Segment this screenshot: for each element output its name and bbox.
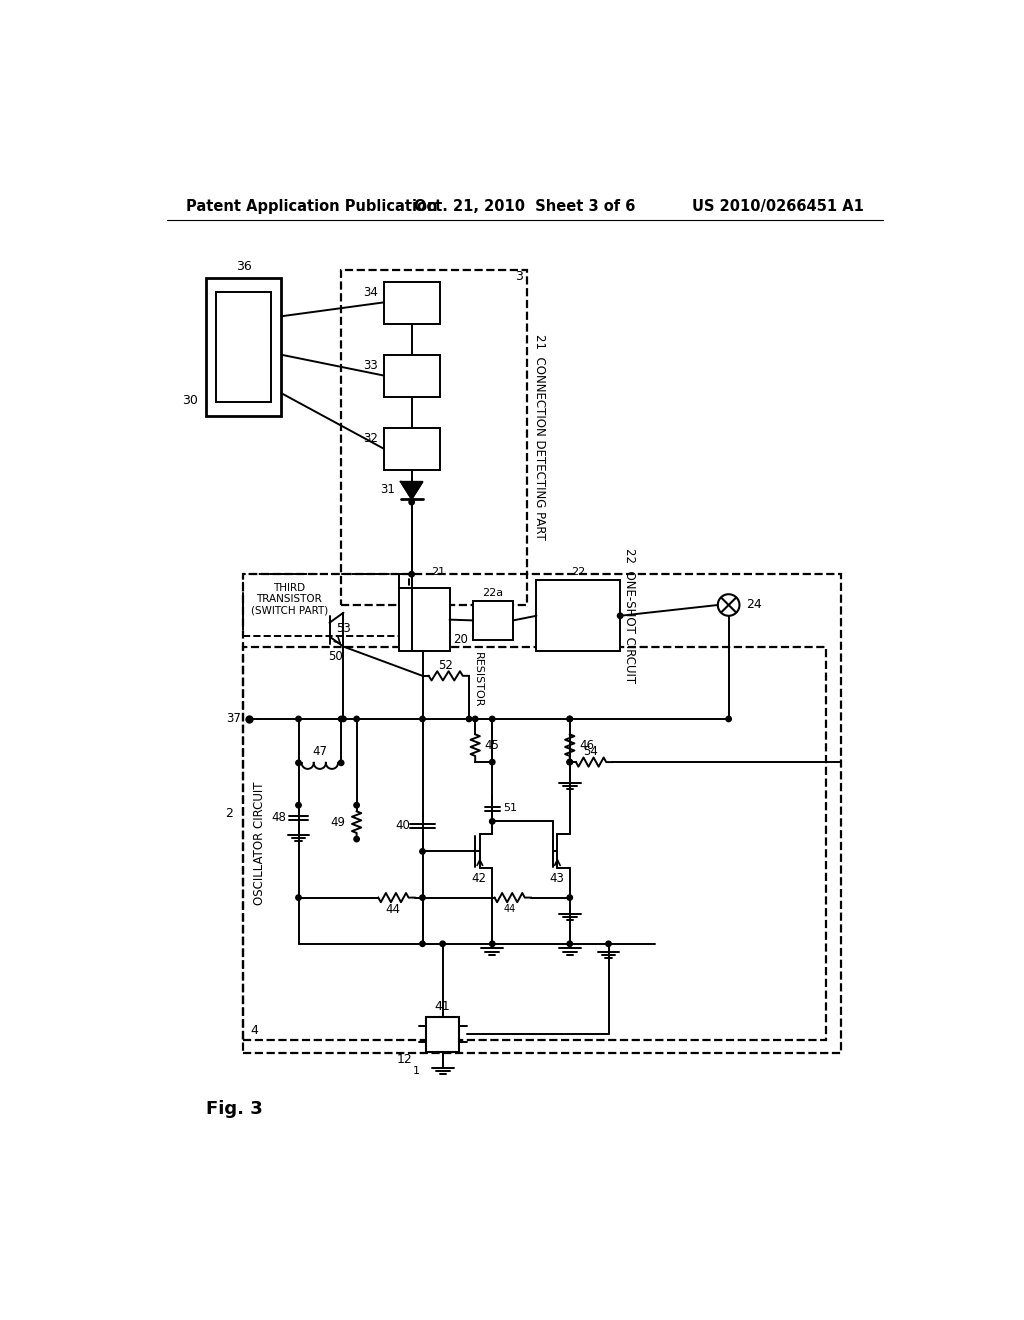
Text: 43: 43 bbox=[549, 871, 564, 884]
Bar bbox=[341, 271, 527, 605]
Circle shape bbox=[567, 895, 572, 900]
Text: OSCILLATOR CIRCUIT: OSCILLATOR CIRCUIT bbox=[253, 781, 266, 906]
Text: 46: 46 bbox=[579, 739, 594, 751]
Circle shape bbox=[296, 717, 301, 722]
Circle shape bbox=[420, 895, 425, 900]
Circle shape bbox=[567, 759, 572, 764]
Circle shape bbox=[354, 803, 359, 808]
Circle shape bbox=[420, 941, 425, 946]
Circle shape bbox=[354, 837, 359, 842]
Circle shape bbox=[409, 572, 415, 577]
Text: 33: 33 bbox=[362, 359, 378, 372]
Text: Patent Application Publication: Patent Application Publication bbox=[186, 199, 437, 214]
Circle shape bbox=[409, 499, 415, 504]
Text: 42: 42 bbox=[472, 871, 486, 884]
Text: Fig. 3: Fig. 3 bbox=[206, 1101, 262, 1118]
Text: 34: 34 bbox=[362, 286, 378, 298]
Text: 22: 22 bbox=[571, 566, 586, 577]
Bar bbox=[384, 281, 439, 323]
Circle shape bbox=[420, 849, 425, 854]
Text: 41: 41 bbox=[435, 999, 451, 1012]
Circle shape bbox=[567, 941, 572, 946]
Text: 22a: 22a bbox=[482, 587, 504, 598]
Text: 54: 54 bbox=[584, 744, 598, 758]
Text: THIRD: THIRD bbox=[273, 583, 305, 593]
Bar bbox=[384, 428, 439, 470]
Text: 44: 44 bbox=[386, 903, 400, 916]
Circle shape bbox=[726, 717, 731, 722]
Text: 32: 32 bbox=[362, 432, 378, 445]
Text: 53: 53 bbox=[336, 622, 351, 635]
Text: 22  ONE-SHOT CIRCUIT: 22 ONE-SHOT CIRCUIT bbox=[623, 548, 636, 684]
Circle shape bbox=[420, 717, 425, 722]
Text: 1: 1 bbox=[413, 1065, 420, 1076]
Text: 48: 48 bbox=[271, 810, 286, 824]
Circle shape bbox=[489, 818, 495, 824]
Circle shape bbox=[567, 759, 572, 764]
Circle shape bbox=[296, 895, 301, 900]
Bar bbox=[243, 574, 841, 1053]
Circle shape bbox=[296, 803, 301, 808]
Circle shape bbox=[489, 717, 495, 722]
Circle shape bbox=[489, 759, 495, 764]
Text: 24: 24 bbox=[745, 598, 762, 611]
Text: 30: 30 bbox=[182, 395, 198, 408]
Text: TRANSISTOR: TRANSISTOR bbox=[256, 594, 323, 603]
Text: 51: 51 bbox=[503, 804, 517, 813]
Bar bbox=[216, 292, 270, 403]
Text: 21  CONNECTION DETECTING PART: 21 CONNECTION DETECTING PART bbox=[534, 334, 546, 540]
Bar bbox=[206, 277, 282, 416]
Circle shape bbox=[296, 760, 301, 766]
Circle shape bbox=[472, 717, 478, 722]
Text: 40: 40 bbox=[395, 818, 410, 832]
Text: 52: 52 bbox=[438, 659, 454, 672]
Text: 3: 3 bbox=[515, 269, 523, 282]
Circle shape bbox=[567, 717, 572, 722]
Text: 50: 50 bbox=[329, 649, 343, 663]
Circle shape bbox=[606, 941, 611, 946]
Circle shape bbox=[338, 717, 344, 722]
Text: 21: 21 bbox=[432, 566, 445, 577]
Circle shape bbox=[617, 612, 623, 619]
Text: US 2010/0266451 A1: US 2010/0266451 A1 bbox=[692, 199, 864, 214]
Text: 47: 47 bbox=[312, 744, 328, 758]
Text: 36: 36 bbox=[236, 260, 251, 273]
Text: 2: 2 bbox=[225, 807, 233, 820]
Text: 44: 44 bbox=[503, 904, 515, 915]
Text: 45: 45 bbox=[484, 739, 500, 751]
Polygon shape bbox=[400, 482, 423, 499]
Circle shape bbox=[354, 717, 359, 722]
Circle shape bbox=[466, 717, 472, 722]
Text: 49: 49 bbox=[331, 816, 346, 829]
Circle shape bbox=[489, 941, 495, 946]
Text: 31: 31 bbox=[380, 483, 394, 496]
Bar bbox=[537, 581, 621, 651]
Circle shape bbox=[338, 760, 344, 766]
Text: 20: 20 bbox=[454, 634, 468, 647]
Circle shape bbox=[440, 941, 445, 946]
Circle shape bbox=[341, 717, 346, 722]
Text: (SWITCH PART): (SWITCH PART) bbox=[251, 606, 328, 615]
Circle shape bbox=[567, 717, 572, 722]
Bar bbox=[473, 601, 513, 640]
Bar bbox=[399, 589, 450, 651]
Bar bbox=[243, 574, 410, 636]
Bar bbox=[243, 647, 825, 1040]
Bar bbox=[384, 355, 439, 397]
Text: Oct. 21, 2010  Sheet 3 of 6: Oct. 21, 2010 Sheet 3 of 6 bbox=[414, 199, 636, 214]
Text: 12: 12 bbox=[396, 1053, 413, 1065]
Text: 37: 37 bbox=[226, 713, 241, 726]
Text: 4: 4 bbox=[251, 1024, 258, 1038]
Bar bbox=[426, 1016, 459, 1052]
Text: RESISTOR: RESISTOR bbox=[473, 652, 483, 708]
